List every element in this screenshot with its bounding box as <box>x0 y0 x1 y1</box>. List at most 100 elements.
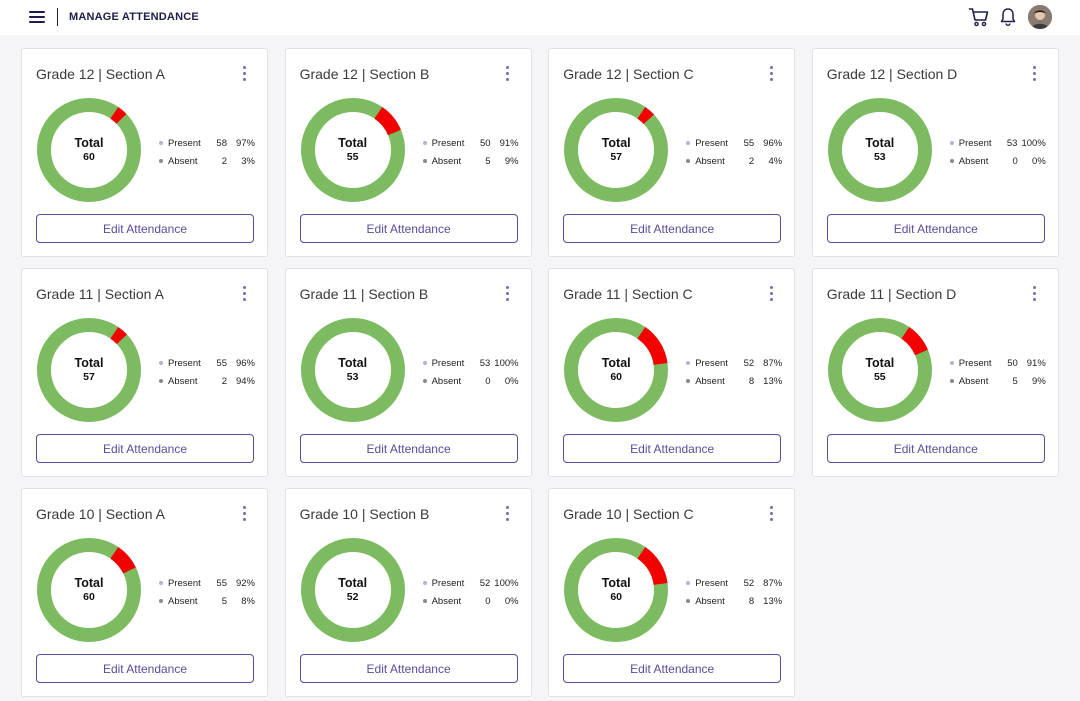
absent-dot <box>159 599 163 603</box>
present-percent: 96% <box>763 137 783 149</box>
legend: Present 55 96% Absent 2 94% <box>159 354 255 390</box>
card-title: Grade 12 | Section A <box>36 66 165 82</box>
edit-attendance-button[interactable]: Edit Attendance <box>299 434 518 463</box>
absent-percent: 13% <box>763 375 783 387</box>
absent-count: 5 <box>1012 375 1018 387</box>
absent-percent: 9% <box>1032 375 1046 387</box>
legend-row-absent: Absent 8 13% <box>686 592 782 610</box>
attendance-card: Grade 12 | Section C Total 57 Present 55… <box>548 48 796 257</box>
present-percent: 100% <box>494 577 519 589</box>
top-bar: MANAGE ATTENDANCE <box>0 0 1080 35</box>
more-options-icon[interactable] <box>505 286 511 303</box>
more-options-icon[interactable] <box>1032 286 1038 303</box>
legend-row-present: Present 50 91% <box>422 134 519 152</box>
absent-percent: 94% <box>235 375 255 387</box>
attendance-donut-chart <box>37 98 141 202</box>
absent-count: 0 <box>485 375 491 387</box>
cart-icon[interactable] <box>968 6 990 33</box>
absent-percent: 0% <box>504 595 519 607</box>
more-options-icon[interactable] <box>241 286 247 303</box>
more-options-icon[interactable] <box>505 506 511 523</box>
edit-attendance-button[interactable]: Edit Attendance <box>563 214 782 243</box>
legend-row-absent: Absent 5 8% <box>159 592 255 610</box>
legend: Present 52 100% Absent 0 0% <box>422 574 519 610</box>
absent-label: Absent <box>168 375 198 387</box>
edit-attendance-button[interactable]: Edit Attendance <box>36 434 254 463</box>
edit-attendance-button[interactable]: Edit Attendance <box>563 654 782 683</box>
present-dot <box>686 361 691 365</box>
absent-count: 0 <box>1012 155 1018 167</box>
legend-row-absent: Absent 5 9% <box>949 372 1046 390</box>
attendance-donut-chart <box>37 538 141 642</box>
present-dot <box>949 141 954 145</box>
edit-attendance-button[interactable]: Edit Attendance <box>826 214 1045 243</box>
present-count: 53 <box>1006 137 1018 149</box>
present-count: 53 <box>479 357 491 369</box>
edit-attendance-button[interactable]: Edit Attendance <box>563 434 782 463</box>
more-options-icon[interactable] <box>241 66 247 83</box>
card-title: Grade 10 | Section A <box>36 506 165 522</box>
attendance-donut-chart <box>827 98 932 202</box>
more-options-icon[interactable] <box>768 506 774 523</box>
edit-attendance-button[interactable]: Edit Attendance <box>299 214 518 243</box>
legend-row-present: Present 52 87% <box>686 574 782 592</box>
absent-label: Absent <box>168 595 198 607</box>
present-percent: 96% <box>235 357 255 369</box>
present-percent: 100% <box>494 357 519 369</box>
more-options-icon[interactable] <box>1032 66 1038 83</box>
absent-label: Absent <box>695 155 725 167</box>
present-label: Present <box>695 137 728 149</box>
present-dot <box>949 361 954 365</box>
card-title: Grade 10 | Section C <box>563 506 694 522</box>
absent-label: Absent <box>431 155 462 167</box>
absent-count: 8 <box>748 375 755 387</box>
attendance-card: Grade 10 | Section A Total 60 Present 55… <box>21 488 268 697</box>
legend-row-absent: Absent 2 94% <box>159 372 255 390</box>
edit-attendance-button[interactable]: Edit Attendance <box>36 214 254 243</box>
edit-attendance-button[interactable]: Edit Attendance <box>36 654 254 683</box>
absent-dot <box>422 379 427 383</box>
attendance-donut-chart <box>564 538 669 642</box>
edit-attendance-button[interactable]: Edit Attendance <box>826 434 1045 463</box>
more-options-icon[interactable] <box>768 286 774 303</box>
present-segment <box>37 538 141 642</box>
present-count: 55 <box>216 357 227 369</box>
absent-count: 2 <box>221 375 227 387</box>
legend-row-present: Present 58 97% <box>159 134 255 152</box>
absent-percent: 0% <box>504 375 519 387</box>
legend-row-absent: Absent 2 3% <box>159 152 255 170</box>
present-label: Present <box>168 577 201 589</box>
present-label: Present <box>958 357 992 369</box>
present-count: 55 <box>216 577 227 589</box>
present-label: Present <box>431 137 465 149</box>
absent-dot <box>686 159 691 163</box>
attendance-donut-chart <box>37 318 141 422</box>
absent-dot <box>686 379 691 383</box>
present-percent: 92% <box>235 577 255 589</box>
present-label: Present <box>958 137 992 149</box>
attendance-donut-chart <box>300 538 405 642</box>
more-options-icon[interactable] <box>768 66 774 83</box>
present-dot <box>686 581 691 585</box>
page-title: MANAGE ATTENDANCE <box>69 11 199 23</box>
legend-row-present: Present 52 87% <box>686 354 782 372</box>
absent-percent: 8% <box>241 595 255 607</box>
menu-icon[interactable] <box>29 11 45 23</box>
bell-icon[interactable] <box>999 6 1017 33</box>
avatar[interactable] <box>1028 5 1052 29</box>
edit-attendance-button[interactable]: Edit Attendance <box>299 654 518 683</box>
present-segment <box>564 318 669 422</box>
absent-percent: 4% <box>768 155 783 167</box>
present-percent: 97% <box>235 137 255 149</box>
absent-label: Absent <box>958 375 989 387</box>
absent-percent: 3% <box>241 155 255 167</box>
present-segment <box>827 318 932 422</box>
more-options-icon[interactable] <box>241 506 247 523</box>
absent-count: 8 <box>748 595 755 607</box>
more-options-icon[interactable] <box>505 66 511 83</box>
absent-label: Absent <box>958 155 989 167</box>
attendance-card: Grade 10 | Section C Total 60 Present 52… <box>548 488 796 697</box>
present-dot <box>159 141 163 145</box>
attendance-card: Grade 11 | Section D Total 55 Present 50… <box>811 268 1059 477</box>
present-segment <box>300 318 405 422</box>
